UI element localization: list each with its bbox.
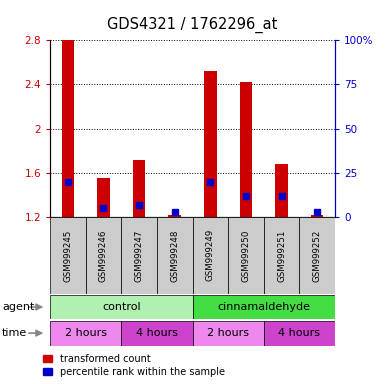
Text: GSM999247: GSM999247 <box>135 229 144 281</box>
Bar <box>169 215 181 217</box>
Text: GSM999250: GSM999250 <box>241 229 250 281</box>
Text: GSM999245: GSM999245 <box>64 229 72 281</box>
Text: GSM999248: GSM999248 <box>170 229 179 281</box>
Bar <box>275 164 288 217</box>
Bar <box>50 321 121 346</box>
Legend: transformed count, percentile rank within the sample: transformed count, percentile rank withi… <box>44 354 225 377</box>
Bar <box>62 40 74 217</box>
Bar <box>264 321 335 346</box>
Bar <box>50 295 192 319</box>
Text: 2 hours: 2 hours <box>65 328 107 338</box>
Bar <box>300 217 335 294</box>
Bar <box>240 82 252 217</box>
Text: control: control <box>102 302 141 312</box>
Bar <box>192 217 228 294</box>
Text: GSM999249: GSM999249 <box>206 229 215 281</box>
Bar <box>97 178 110 217</box>
Bar <box>311 215 323 217</box>
Text: cinnamaldehyde: cinnamaldehyde <box>217 302 310 312</box>
Bar <box>121 217 157 294</box>
Text: GDS4321 / 1762296_at: GDS4321 / 1762296_at <box>107 17 278 33</box>
Bar <box>192 321 264 346</box>
Text: GSM999252: GSM999252 <box>313 229 321 281</box>
Bar <box>85 217 121 294</box>
Text: GSM999251: GSM999251 <box>277 229 286 281</box>
Bar <box>50 217 85 294</box>
Bar <box>228 217 264 294</box>
Text: 2 hours: 2 hours <box>207 328 249 338</box>
Bar <box>157 217 192 294</box>
Text: 4 hours: 4 hours <box>136 328 178 338</box>
Bar <box>264 217 300 294</box>
Text: time: time <box>2 328 27 338</box>
Text: GSM999246: GSM999246 <box>99 229 108 281</box>
Bar <box>133 160 145 217</box>
Bar <box>192 295 335 319</box>
Text: 4 hours: 4 hours <box>278 328 320 338</box>
Bar <box>204 71 216 217</box>
Text: agent: agent <box>2 302 34 312</box>
Bar <box>121 321 192 346</box>
